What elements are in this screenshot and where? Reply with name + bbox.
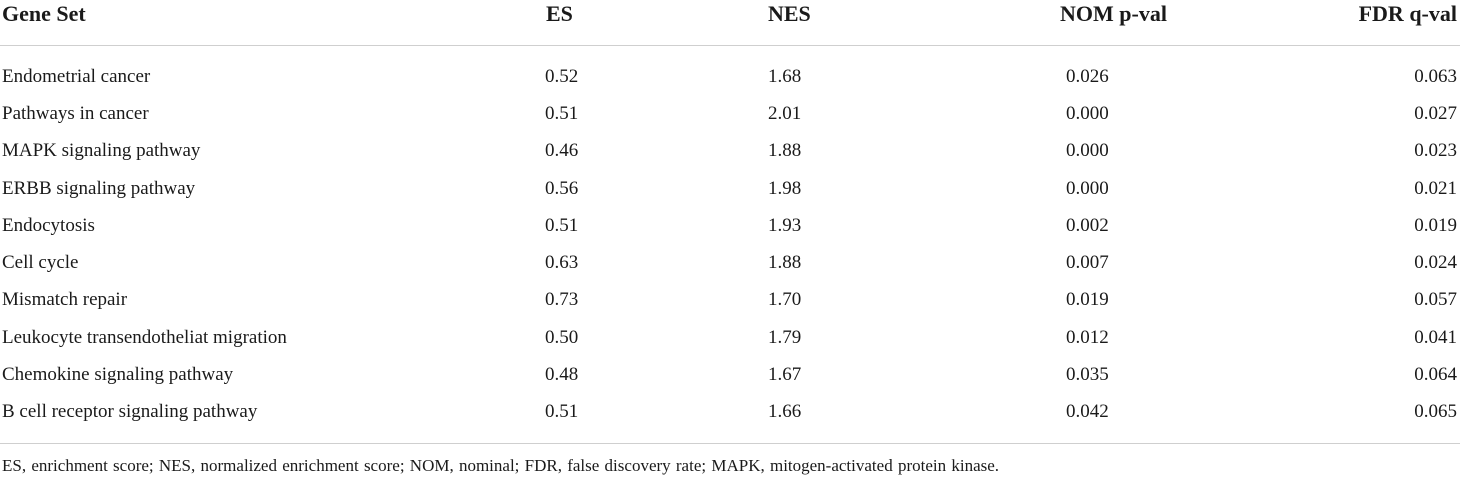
- table-row: Leukocyte transendotheliat migration 0.5…: [0, 319, 1460, 356]
- table-row: B cell receptor signaling pathway 0.51 1…: [0, 393, 1460, 444]
- cell-gene-set: Mismatch repair: [2, 289, 128, 311]
- cell-es: 0.51: [545, 214, 579, 236]
- cell-fdr-q-val: 0.024: [1414, 252, 1457, 274]
- cell-fdr-q-val: 0.065: [1220, 393, 1460, 444]
- cell-gene-set: ERBB signaling pathway: [2, 177, 196, 199]
- cell-fdr-q-val: 0.021: [1414, 177, 1457, 199]
- cell-fdr-q-val: 0.023: [1414, 140, 1457, 162]
- header-nes: NES: [670, 0, 920, 46]
- cell-fdr-q-val: 0.027: [1414, 102, 1457, 124]
- table-row: Mismatch repair 0.73 1.70 0.019 0.057: [0, 282, 1460, 319]
- cell-gene-set: B cell receptor signaling pathway: [0, 393, 420, 444]
- cell-gene-set: Cell cycle: [2, 252, 79, 274]
- header-fdr-q-val: FDR q-val: [1220, 0, 1460, 46]
- cell-gene-set: Leukocyte transendotheliat migration: [2, 326, 287, 348]
- cell-nes: 1.88: [768, 252, 802, 274]
- table-row: Pathways in cancer 0.51 2.01 0.000 0.027: [0, 95, 1460, 132]
- cell-nom-p-val: 0.042: [920, 393, 1220, 444]
- table-header: Gene Set ES NES NOM p-val FDR q-val: [0, 0, 1460, 46]
- cell-fdr-q-val: 0.064: [1414, 364, 1457, 386]
- header-nom-p-val: NOM p-val: [920, 0, 1220, 46]
- gsea-results-table: Gene Set ES NES NOM p-val FDR q-val Endo…: [0, 0, 1460, 444]
- cell-nom-p-val: 0.019: [1066, 289, 1109, 311]
- cell-gene-set: Endometrial cancer: [2, 65, 151, 87]
- cell-es: 0.51: [545, 102, 579, 124]
- cell-nes: 1.93: [768, 214, 802, 236]
- header-row: Gene Set ES NES NOM p-val FDR q-val: [0, 0, 1460, 46]
- cell-nom-p-val: 0.000: [1066, 177, 1109, 199]
- cell-es: 0.48: [545, 364, 579, 386]
- cell-es: 0.56: [545, 177, 579, 199]
- table-body: Endometrial cancer 0.52 1.68 0.026 0.063…: [0, 46, 1460, 444]
- header-es: ES: [420, 0, 670, 46]
- cell-gene-set: Pathways in cancer: [2, 102, 149, 124]
- cell-nom-p-val: 0.000: [1066, 140, 1109, 162]
- cell-nes: 1.68: [768, 65, 802, 87]
- cell-gene-set: Chemokine signaling pathway: [2, 364, 234, 386]
- cell-nes: 1.88: [768, 140, 802, 162]
- cell-gene-set: MAPK signaling pathway: [2, 140, 201, 162]
- cell-nes: 1.70: [768, 289, 802, 311]
- table-row: Endometrial cancer 0.52 1.68 0.026 0.063: [0, 46, 1460, 96]
- cell-nom-p-val: 0.035: [1066, 364, 1109, 386]
- cell-nes: 1.67: [768, 364, 802, 386]
- cell-nes: 1.66: [670, 393, 920, 444]
- cell-gene-set: Endocytosis: [2, 214, 95, 236]
- cell-es: 0.46: [545, 140, 579, 162]
- cell-fdr-q-val: 0.019: [1414, 214, 1457, 236]
- cell-nes: 1.98: [768, 177, 802, 199]
- cell-es: 0.50: [545, 326, 579, 348]
- cell-es: 0.73: [545, 289, 579, 311]
- cell-nom-p-val: 0.026: [1066, 65, 1109, 87]
- table-row: MAPK signaling pathway 0.46 1.88 0.000 0…: [0, 133, 1460, 170]
- table-footnote: ES, enrichment score; NES, normalized en…: [2, 456, 1000, 475]
- cell-nom-p-val: 0.007: [1066, 252, 1109, 274]
- table-row: ERBB signaling pathway 0.56 1.98 0.000 0…: [0, 170, 1460, 207]
- table-row: Cell cycle 0.63 1.88 0.007 0.024: [0, 244, 1460, 281]
- cell-es: 0.52: [545, 65, 579, 87]
- cell-nes: 1.79: [768, 326, 802, 348]
- cell-es: 0.63: [545, 252, 579, 274]
- table-row: Chemokine signaling pathway 0.48 1.67 0.…: [0, 356, 1460, 393]
- table-row: Endocytosis 0.51 1.93 0.002 0.019: [0, 207, 1460, 244]
- cell-nom-p-val: 0.012: [1066, 326, 1109, 348]
- cell-fdr-q-val: 0.057: [1414, 289, 1457, 311]
- cell-nom-p-val: 0.002: [1066, 214, 1109, 236]
- cell-fdr-q-val: 0.041: [1414, 326, 1457, 348]
- cell-es: 0.51: [420, 393, 670, 444]
- cell-fdr-q-val: 0.063: [1414, 65, 1457, 87]
- cell-nes: 2.01: [768, 102, 802, 124]
- header-gene-set: Gene Set: [0, 0, 420, 46]
- cell-nom-p-val: 0.000: [1066, 102, 1109, 124]
